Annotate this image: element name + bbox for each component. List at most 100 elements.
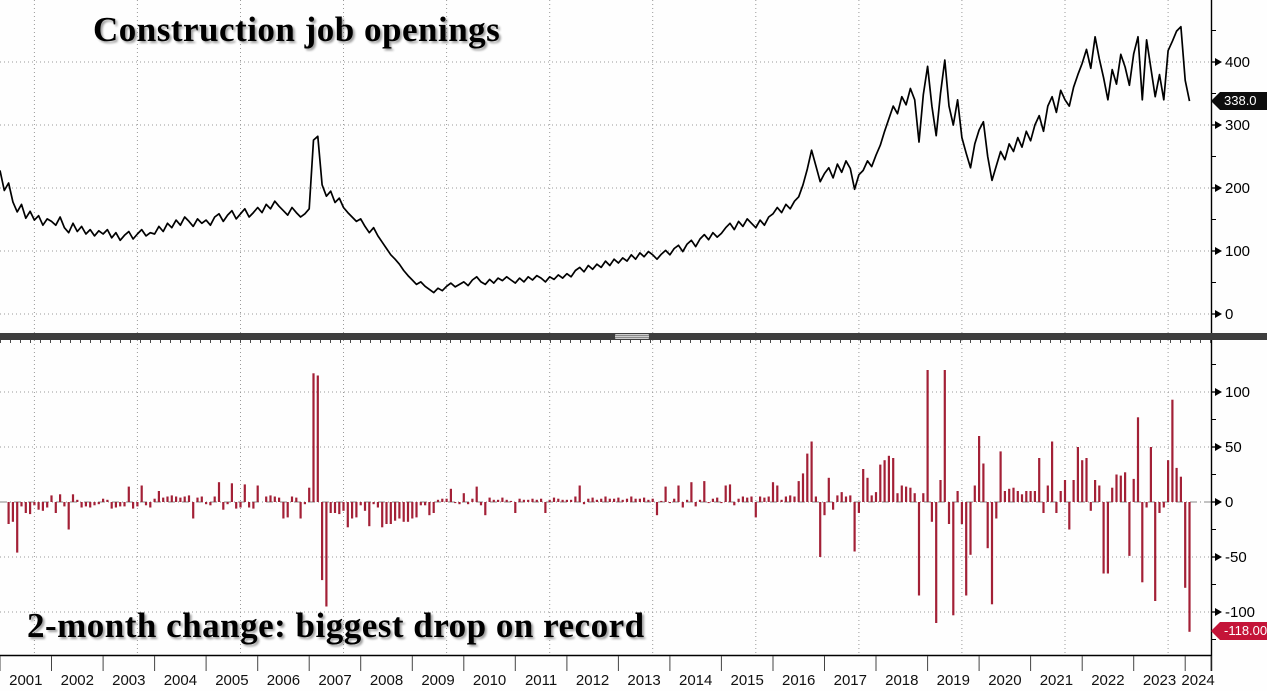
change-bar — [179, 497, 182, 502]
change-bar — [351, 502, 354, 519]
change-bar — [1162, 502, 1165, 508]
divider-minor-ticks — [0, 340, 1211, 343]
change-bar — [1046, 485, 1049, 502]
change-bar — [102, 498, 105, 502]
x-axis-year-label: 2006 — [266, 672, 301, 689]
change-bar — [406, 502, 410, 522]
change-bar — [368, 502, 371, 527]
change-bar — [1029, 491, 1032, 502]
change-bar — [1102, 502, 1105, 574]
change-bar — [321, 502, 324, 581]
change-bar — [570, 499, 573, 502]
change-bar — [1167, 460, 1170, 502]
change-bar — [892, 458, 895, 502]
change-bar — [1003, 491, 1006, 502]
x-axis-year-label: 2003 — [112, 672, 146, 689]
y-axis-tick-label: 0 — [1215, 493, 1234, 511]
change-bar — [16, 502, 19, 553]
change-bar — [256, 485, 259, 502]
x-axis-year-label: 2015 — [730, 672, 764, 689]
change-bar — [329, 502, 332, 513]
change-bar — [243, 484, 246, 502]
change-bar — [415, 502, 418, 518]
change-bar — [89, 502, 92, 508]
change-bar — [677, 485, 680, 502]
change-bar — [175, 496, 178, 502]
x-axis-year-label: 2022 — [1091, 672, 1125, 689]
change-bar — [7, 502, 10, 524]
change-bar — [668, 502, 671, 504]
change-bar — [797, 481, 800, 502]
change-bar — [995, 502, 998, 519]
last-value-tag-change: -118.00 — [1211, 622, 1267, 640]
change-bar — [346, 502, 349, 528]
change-bar — [449, 488, 452, 502]
openings-line — [0, 25, 1191, 294]
x-axis-year-label: 2005 — [215, 672, 249, 689]
change-bar — [325, 502, 328, 607]
tick-value: 100 — [1225, 383, 1251, 401]
change-bar — [359, 502, 362, 506]
change-bar — [376, 502, 379, 508]
change-bar — [874, 492, 878, 502]
change-bar — [170, 495, 173, 502]
change-bar — [119, 502, 122, 507]
change-bar — [144, 502, 148, 506]
change-bar — [956, 491, 959, 502]
change-bar — [265, 496, 268, 502]
change-bar — [634, 498, 637, 502]
change-bar — [604, 496, 607, 502]
change-bar — [402, 502, 405, 522]
change-bar — [110, 502, 113, 509]
x-axis-year-label: 2014 — [679, 672, 713, 689]
change-bar — [587, 498, 590, 502]
change-bar — [969, 502, 972, 555]
change-bar — [630, 496, 633, 502]
divider-grip-icon[interactable] — [615, 334, 649, 339]
change-bar — [819, 502, 822, 557]
tick-value: 0 — [1225, 493, 1234, 511]
change-bar — [308, 487, 311, 502]
change-bar — [703, 481, 706, 502]
x-axis-year-label: 2016 — [782, 672, 816, 689]
x-axis-year-label: 2020 — [988, 672, 1022, 689]
change-bar — [1081, 460, 1084, 502]
change-bar — [905, 486, 908, 502]
change-bar — [952, 502, 955, 616]
tick-value: 300 — [1225, 116, 1251, 134]
change-bar — [1154, 502, 1157, 601]
change-bar — [273, 496, 276, 502]
change-bar — [655, 502, 659, 516]
change-bar — [522, 499, 525, 502]
change-bar — [990, 502, 994, 605]
change-bar — [50, 495, 53, 502]
tick-arrow-icon — [1215, 247, 1222, 255]
change-bar — [647, 499, 650, 502]
tick-arrow-icon — [1215, 184, 1222, 192]
tick-value: -100 — [1225, 603, 1256, 621]
change-bar — [982, 463, 985, 502]
change-bar — [780, 499, 783, 502]
change-bar — [411, 502, 414, 519]
change-bar — [136, 502, 139, 507]
x-axis-year-label: 2008 — [369, 672, 404, 689]
change-bar — [505, 499, 508, 502]
change-bar — [728, 484, 732, 502]
change-bar — [1128, 502, 1131, 556]
change-bar — [153, 498, 156, 502]
change-bar — [385, 502, 388, 524]
pane-divider[interactable] — [0, 333, 1267, 340]
change-bar — [222, 502, 225, 510]
tick-arrow-icon — [1215, 310, 1222, 318]
x-axis-year-label: 2021 — [1039, 672, 1074, 689]
change-bar — [621, 499, 624, 502]
y-axis-tick-label: -50 — [1215, 548, 1247, 566]
x-axis-year-label: 2009 — [421, 672, 455, 689]
change-bar — [97, 502, 100, 505]
change-bar — [862, 469, 865, 502]
change-bar — [312, 373, 315, 502]
change-bar — [853, 502, 856, 552]
tick-value: -50 — [1225, 548, 1247, 566]
change-bar — [1184, 502, 1187, 588]
